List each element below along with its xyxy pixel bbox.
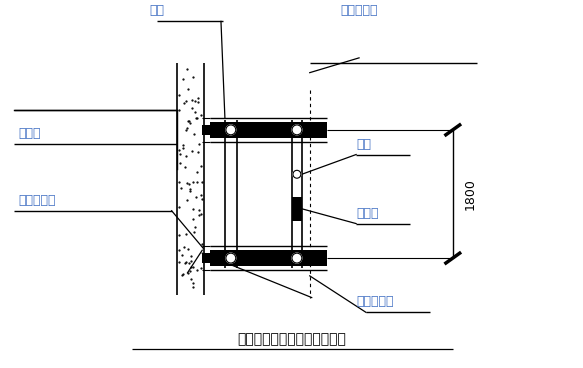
Text: 密目安全网: 密目安全网 — [340, 4, 378, 17]
Bar — [210, 122, 326, 138]
Bar — [202, 125, 211, 135]
Bar — [292, 197, 302, 221]
Text: 外架隔离、挡脚板做法示意图: 外架隔离、挡脚板做法示意图 — [237, 332, 346, 346]
Text: 挡脚板: 挡脚板 — [356, 207, 378, 220]
Bar — [202, 253, 211, 263]
Text: 1800: 1800 — [464, 178, 477, 210]
Text: 建筑物: 建筑物 — [19, 127, 41, 140]
Circle shape — [292, 253, 302, 263]
Circle shape — [226, 125, 236, 135]
Circle shape — [293, 170, 301, 178]
Bar — [210, 250, 326, 266]
Text: 钢笆脚手板: 钢笆脚手板 — [356, 296, 394, 308]
Circle shape — [226, 253, 236, 263]
Circle shape — [292, 125, 302, 135]
Text: 外架: 外架 — [149, 4, 164, 17]
Text: 九层板隔离: 九层板隔离 — [19, 194, 56, 207]
Text: 栏杆: 栏杆 — [356, 138, 371, 151]
